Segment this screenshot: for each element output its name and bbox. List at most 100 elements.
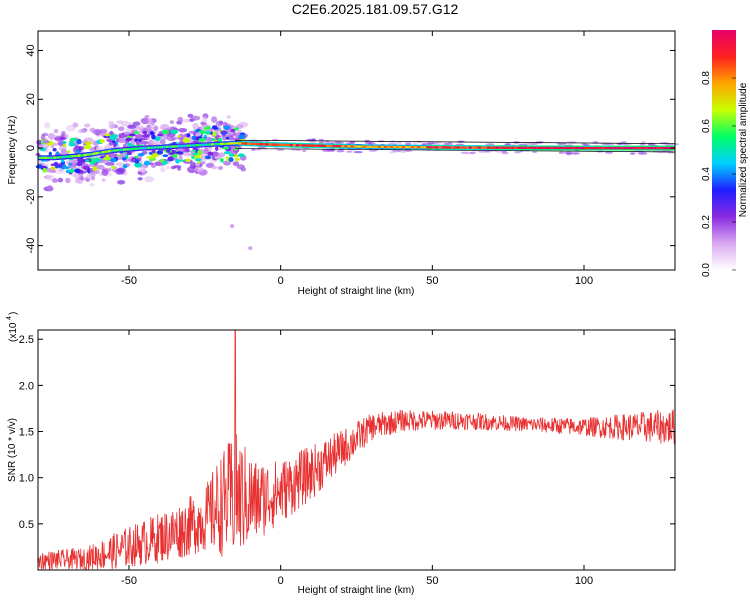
ridge-segment xyxy=(459,146,463,149)
spectrogram-cell xyxy=(62,144,67,147)
spectrogram-cell xyxy=(146,125,154,130)
ridge-segment xyxy=(95,152,99,155)
spectrogram-cell xyxy=(204,130,211,135)
spectrogram-cell xyxy=(47,184,54,192)
spectrogram-cell xyxy=(87,168,91,174)
ridge-segment xyxy=(162,145,166,149)
ridge-segment xyxy=(220,142,224,146)
spectrogram-cell xyxy=(604,143,615,146)
ridge-segment xyxy=(526,146,530,149)
spectrogram-cell xyxy=(68,142,76,147)
ridge-segment xyxy=(450,146,454,149)
spectrogram-cell xyxy=(77,157,84,163)
spectrogram-cell xyxy=(311,138,316,141)
spectrogram-cell xyxy=(211,165,218,170)
ridge-segment xyxy=(520,146,524,149)
ridge-segment xyxy=(165,145,169,148)
spectrogram-cell xyxy=(195,132,202,137)
ridge-segment xyxy=(132,147,136,151)
ridge-segment xyxy=(644,146,648,150)
ridge-segment xyxy=(432,146,436,149)
spectrogram-cell xyxy=(230,128,236,133)
ridge-segment xyxy=(581,146,585,150)
ridge-segment xyxy=(104,150,108,153)
spectrogram-cell xyxy=(79,177,86,181)
ridge-segment xyxy=(122,148,127,151)
ridge-segment xyxy=(201,143,206,147)
ridge-segment xyxy=(77,154,81,157)
ridge-segment xyxy=(483,146,488,149)
ridge-segment xyxy=(626,146,630,150)
ridge-segment xyxy=(110,149,115,152)
spectrogram-cell xyxy=(184,148,190,153)
ridge-segment xyxy=(435,146,439,149)
ridge-segment xyxy=(365,145,369,148)
spectrogram-cell xyxy=(153,125,159,132)
spectrogram-cell xyxy=(175,159,180,164)
ridge-segment xyxy=(559,146,563,150)
ridge-outline-upper xyxy=(235,139,676,145)
ridge-segment xyxy=(638,146,642,150)
spectrogram-cell xyxy=(78,146,82,152)
spectrogram-cell xyxy=(228,157,234,163)
spectrogram-cell xyxy=(89,183,95,187)
ridge-segment xyxy=(62,155,66,159)
spectrogram-cell xyxy=(83,144,92,150)
snr-frame xyxy=(37,329,676,571)
ridge-segment xyxy=(565,146,570,150)
snr-background xyxy=(38,330,675,570)
spectrogram-cell xyxy=(127,124,137,129)
ridge-segment xyxy=(271,143,275,146)
spectrogram-cell xyxy=(113,142,117,148)
ridge-segment xyxy=(602,146,606,150)
ridge-segment xyxy=(135,147,139,150)
spectrogram-cell xyxy=(211,138,216,141)
ridge-segment xyxy=(113,149,118,152)
spectrogram-cell xyxy=(194,158,202,162)
spectrogram-cell xyxy=(95,157,100,161)
spectrogram-cell xyxy=(122,157,127,161)
spectrogram-cell xyxy=(393,149,399,153)
ridge-segment xyxy=(386,145,391,149)
ridge-segment xyxy=(183,144,187,148)
spectrogram-cell xyxy=(447,141,453,145)
ridge-segment xyxy=(383,145,388,149)
spectrogram-cell xyxy=(142,130,148,135)
spectrogram-cell xyxy=(187,166,197,174)
spectrogram-cell xyxy=(163,160,169,164)
ridge-segment xyxy=(308,144,312,147)
ridge-segment xyxy=(653,146,658,150)
spectrogram-cell xyxy=(40,134,46,142)
ridge-segment xyxy=(514,146,518,149)
ridge-segment xyxy=(210,143,215,146)
spectrogram-cell xyxy=(129,133,136,137)
spectrogram-cell xyxy=(160,158,165,162)
ridge-segment xyxy=(538,146,542,150)
spectrogram-cell xyxy=(648,143,656,146)
ridge-segment xyxy=(320,144,324,147)
spectrogram-cell xyxy=(228,153,235,157)
ridge-segment xyxy=(119,148,124,152)
x-tick-label: 100 xyxy=(575,275,593,287)
spectrogram-cell xyxy=(302,149,307,153)
ridge-segment xyxy=(662,146,667,150)
spectrogram-cell xyxy=(137,177,143,181)
spectrogram-cell xyxy=(215,146,219,152)
ridge-segment xyxy=(253,142,257,146)
spectrogram-cell xyxy=(100,159,105,162)
ridge-segment xyxy=(329,144,333,148)
ridge-segment xyxy=(217,142,221,146)
spectrogram-cell xyxy=(194,166,204,173)
spectrogram-cell xyxy=(571,152,580,155)
spectrogram-cell xyxy=(161,129,170,134)
spectrogram-cell xyxy=(166,149,171,153)
spectrogram-cell xyxy=(368,142,376,145)
snr-series-line xyxy=(37,329,676,571)
ridge-segment xyxy=(204,143,209,146)
ridge-segment xyxy=(656,146,661,150)
ridge-segment xyxy=(541,146,545,150)
ridge-segment xyxy=(574,146,579,150)
spectrogram-x-label: Height of straight line (km) xyxy=(298,286,415,297)
ridge-segment xyxy=(247,142,251,145)
spectrogram-cell xyxy=(202,116,208,123)
